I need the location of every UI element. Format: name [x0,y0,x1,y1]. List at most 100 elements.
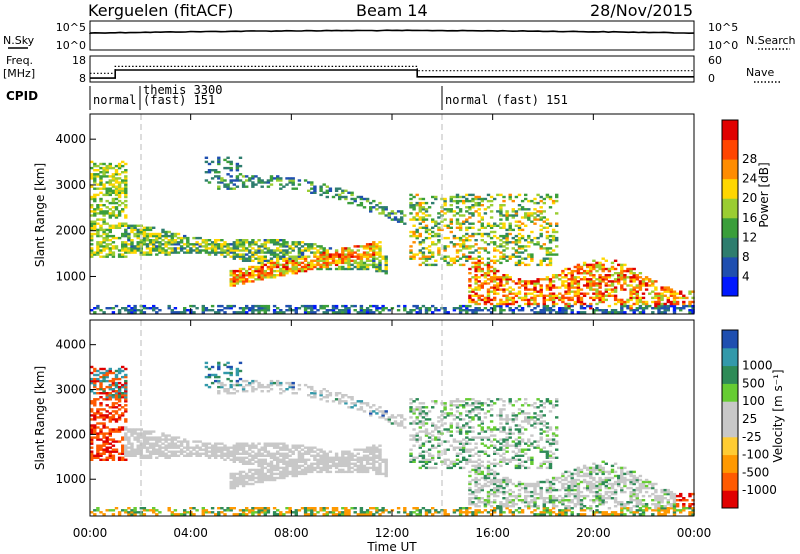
power-cell [251,309,255,312]
power-cell [641,278,646,281]
velocity-cell [90,440,94,443]
power-cell [241,282,246,285]
power-cell [415,201,419,205]
velocity-cell [288,381,292,385]
velocity-cell [254,507,258,510]
velocity-cell [359,509,364,512]
power-cell [229,175,233,178]
power-cell [626,276,630,279]
power-cell [663,309,667,312]
power-cell [220,239,224,242]
power-cell [152,247,156,250]
velocity-cell [412,408,416,411]
power-cell [117,311,122,314]
velocity-cell [378,456,382,459]
power-cell [437,212,441,215]
velocity-cell [347,456,351,459]
power-cell [365,197,370,201]
power-cell [276,253,280,256]
power-cell [672,290,677,293]
velocity-cell [344,464,348,468]
power-cell [520,307,525,310]
velocity-cell [462,426,466,429]
power-cell [567,302,571,306]
power-cell [117,255,122,258]
velocity-cell [427,452,432,455]
velocity-cell [99,458,103,461]
power-cell [418,204,422,207]
power-cell [192,243,196,246]
power-cell [300,261,305,265]
velocity-cell [241,476,246,480]
velocity-cell [257,385,261,389]
power-cell [111,236,116,240]
velocity-cell [437,426,441,429]
velocity-cell [158,452,162,455]
power-cell [644,300,649,304]
power-cell [418,208,422,211]
power-cell [260,269,264,273]
velocity-cell [356,466,360,470]
power-cell [517,259,522,262]
power-cell [455,259,460,262]
power-cell [114,226,119,229]
power-cell [313,243,317,246]
velocity-cell [291,466,295,470]
power-cell [235,280,240,283]
power-cell [272,265,277,269]
power-cell [111,253,116,256]
power-cell [121,255,125,258]
power-cell [508,278,512,281]
power-cell [124,169,128,172]
date-title: 28/Nov/2015 [590,1,693,20]
power-cell [235,282,240,285]
power-cell [322,261,326,265]
power-cell [570,298,574,302]
velocity-cell [465,448,469,451]
power-cell [505,255,509,258]
velocity-cell [465,450,469,453]
velocity-cell [232,478,236,482]
power-cell [582,302,587,306]
power-cell [341,247,345,250]
power-cell [183,311,187,314]
power-cell [347,263,351,267]
velocity-cell [176,454,181,457]
velocity-cell [266,511,271,514]
power-cell [145,228,150,232]
power-cell [260,179,264,182]
velocity-cell [462,446,466,449]
power-cell [121,164,125,168]
velocity-cell [372,448,376,451]
power-cell [372,311,376,314]
power-cell [173,249,178,252]
velocity-cell [241,388,246,391]
velocity-cell [344,513,348,516]
power-cell [486,300,491,304]
velocity-cell [462,406,466,409]
power-cell [431,304,435,308]
velocity-cell [114,381,119,385]
power-cell [294,307,298,310]
power-cell [548,278,553,281]
power-cell [297,241,302,244]
power-cell [381,309,385,312]
power-cell [610,282,615,285]
power-cell [635,274,639,277]
velocity-cell [111,416,116,419]
velocity-cell [124,410,128,413]
power-cell [136,309,140,312]
power-cell [139,251,143,254]
velocity-cell [344,458,348,461]
power-cell [561,284,565,287]
velocity-cell [93,414,97,417]
velocity-cell [251,513,255,516]
velocity-cell [418,420,422,423]
velocity-cell [254,456,258,459]
power-cell [517,220,522,223]
velocity-cell [418,513,422,516]
power-cell [285,267,289,271]
power-cell [691,311,695,314]
power-cell [341,249,345,252]
velocity-cell [341,394,345,397]
